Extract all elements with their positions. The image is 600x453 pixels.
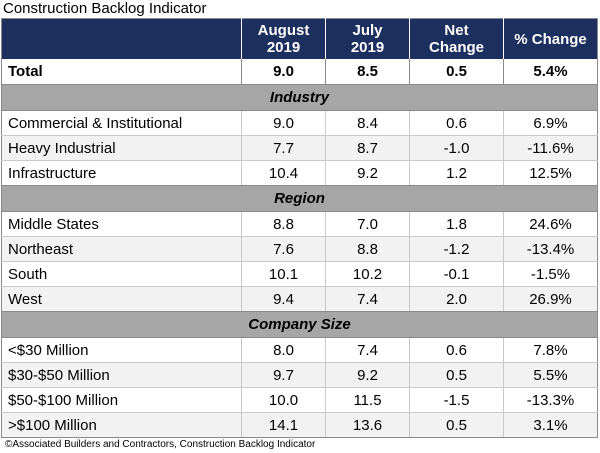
section-header: Company Size	[1, 311, 598, 338]
cell-pct-change: 5.4%	[503, 59, 598, 85]
row-label: >$100 Million	[1, 412, 242, 438]
cell-net-change: 0.5	[409, 412, 504, 438]
cell-july: 7.4	[325, 286, 410, 312]
row-label: Infrastructure	[1, 160, 242, 186]
table-row: West 9.4 7.4 2.0 26.9%	[1, 286, 598, 312]
section-title: Region	[1, 185, 598, 212]
cell-net-change: 0.6	[409, 337, 504, 363]
table-row: Infrastructure 10.4 9.2 1.2 12.5%	[1, 160, 598, 186]
section-title: Company Size	[1, 311, 598, 338]
cell-august: 14.1	[241, 412, 326, 438]
cell-net-change: -1.5	[409, 387, 504, 413]
cell-july: 7.4	[325, 337, 410, 363]
cell-august: 7.6	[241, 236, 326, 262]
table-row: South 10.1 10.2 -0.1 -1.5%	[1, 261, 598, 287]
table-title: Construction Backlog Indicator	[3, 0, 207, 17]
cell-pct-change: -13.3%	[503, 387, 598, 413]
table-row: <$30 Million 8.0 7.4 0.6 7.8%	[1, 337, 598, 363]
table-row: >$100 Million 14.1 13.6 0.5 3.1%	[1, 412, 598, 438]
cell-july: 9.2	[325, 160, 410, 186]
cell-august: 10.1	[241, 261, 326, 287]
row-label: Commercial & Institutional	[1, 110, 242, 136]
cell-pct-change: 24.6%	[503, 211, 598, 237]
cell-july: 11.5	[325, 387, 410, 413]
header-blank	[1, 18, 242, 59]
cell-net-change: -0.1	[409, 261, 504, 287]
cell-august: 10.4	[241, 160, 326, 186]
section-header: Region	[1, 185, 598, 212]
source-note: ©Associated Builders and Contractors, Co…	[5, 439, 316, 450]
row-label: Middle States	[1, 211, 242, 237]
section-header: Industry	[1, 84, 598, 111]
cell-net-change: 0.5	[409, 59, 504, 85]
header-row: August 2019 July 2019 Net Change % Change	[1, 18, 598, 59]
table-row: Middle States 8.8 7.0 1.8 24.6%	[1, 211, 598, 237]
header-august-2019: August 2019	[241, 18, 326, 59]
backlog-table: August 2019 July 2019 Net Change % Change T…	[1, 18, 598, 438]
cell-pct-change: 5.5%	[503, 362, 598, 388]
cell-july: 8.8	[325, 236, 410, 262]
cell-net-change: 1.8	[409, 211, 504, 237]
cell-august: 9.0	[241, 110, 326, 136]
cell-pct-change: -13.4%	[503, 236, 598, 262]
cell-net-change: -1.2	[409, 236, 504, 262]
cell-net-change: 2.0	[409, 286, 504, 312]
cell-pct-change: 26.9%	[503, 286, 598, 312]
row-label: West	[1, 286, 242, 312]
cell-pct-change: 7.8%	[503, 337, 598, 363]
row-label: $50-$100 Million	[1, 387, 242, 413]
table-row: Commercial & Institutional 9.0 8.4 0.6 6.9%	[1, 110, 598, 136]
cell-july: 8.4	[325, 110, 410, 136]
cell-july: 9.2	[325, 362, 410, 388]
cell-net-change: 0.5	[409, 362, 504, 388]
cell-pct-change: 3.1%	[503, 412, 598, 438]
table-row: $30-$50 Million 9.7 9.2 0.5 5.5%	[1, 362, 598, 388]
cell-july: 13.6	[325, 412, 410, 438]
header-net-change: Net Change	[409, 18, 504, 59]
cell-pct-change: -1.5%	[503, 261, 598, 287]
section-title: Industry	[1, 84, 598, 111]
cell-pct-change: 6.9%	[503, 110, 598, 136]
row-label: Northeast	[1, 236, 242, 262]
cell-net-change: -1.0	[409, 135, 504, 161]
cell-august: 10.0	[241, 387, 326, 413]
cell-august: 9.7	[241, 362, 326, 388]
total-row: Total 9.0 8.5 0.5 5.4%	[1, 59, 598, 85]
cell-august: 9.0	[241, 59, 326, 85]
row-label: <$30 Million	[1, 337, 242, 363]
cell-pct-change: -11.6%	[503, 135, 598, 161]
cell-july: 10.2	[325, 261, 410, 287]
table-row: $50-$100 Million 10.0 11.5 -1.5 -13.3%	[1, 387, 598, 413]
row-label: Heavy Industrial	[1, 135, 242, 161]
row-label: South	[1, 261, 242, 287]
cell-net-change: 0.6	[409, 110, 504, 136]
cell-july: 8.5	[325, 59, 410, 85]
header-pct-change: % Change	[503, 18, 598, 59]
cell-pct-change: 12.5%	[503, 160, 598, 186]
cell-july: 8.7	[325, 135, 410, 161]
table-row: Northeast 7.6 8.8 -1.2 -13.4%	[1, 236, 598, 262]
cell-july: 7.0	[325, 211, 410, 237]
cell-net-change: 1.2	[409, 160, 504, 186]
cell-august: 9.4	[241, 286, 326, 312]
table-row: Heavy Industrial 7.7 8.7 -1.0 -11.6%	[1, 135, 598, 161]
header-july-2019: July 2019	[325, 18, 410, 59]
cell-august: 8.8	[241, 211, 326, 237]
cell-august: 8.0	[241, 337, 326, 363]
cell-august: 7.7	[241, 135, 326, 161]
row-label: $30-$50 Million	[1, 362, 242, 388]
row-label: Total	[1, 59, 242, 85]
